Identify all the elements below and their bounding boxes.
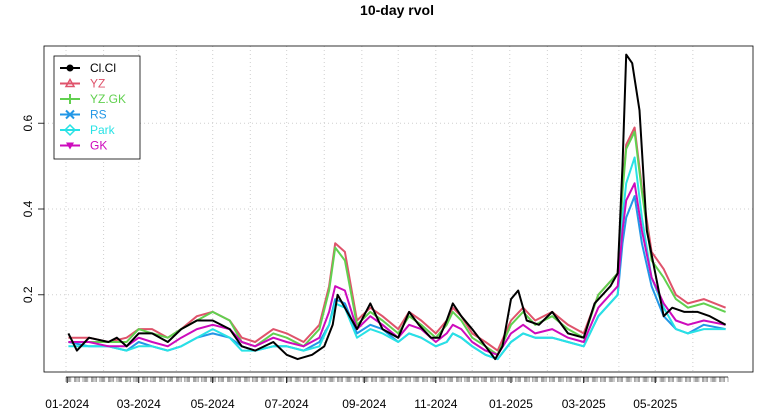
legend-marker-rs (65, 109, 75, 120)
legend-label-gk: GK (90, 139, 107, 153)
x-tick-label: 05-2025 (633, 397, 677, 410)
legend-marker-yz (64, 77, 76, 88)
legend-label-rs: RS (90, 108, 107, 122)
legend-marker-cl-cl (66, 64, 74, 72)
legend-marker-yz-gk (65, 94, 75, 104)
legend-marker-park (63, 123, 77, 137)
legend-label-yz-gk: YZ.GK (90, 92, 126, 106)
series-line-cl-cl (67, 53, 727, 361)
legend-label-yz: YZ (90, 77, 105, 91)
y-axis: 0.2 0.4 0.6 (21, 115, 44, 303)
legend-marker-gk (66, 142, 74, 150)
series-line-park (68, 156, 726, 361)
x-tick-label: 01-2025 (489, 397, 533, 410)
x-axis: 01-2024 03-2024 05-2024 07-2024 09-2024 11-20… (45, 376, 729, 410)
series-layer (67, 53, 727, 361)
x-tick-label: 11-2024 (414, 397, 457, 410)
x-tick-label: 09-2024 (342, 397, 386, 410)
y-tick-label: 0.6 (21, 115, 35, 132)
series-line-gk (68, 182, 726, 356)
legend-label-cl-cl: Cl.Cl (90, 61, 116, 75)
legend-label-park: Park (90, 123, 116, 137)
series-line-yz-gk (68, 130, 726, 356)
legend-box (53, 55, 141, 160)
x-tick-label: 01-2024 (45, 397, 89, 410)
x-tick-label: 03-2024 (117, 397, 161, 410)
chart-title: 10-day rvol (360, 2, 434, 18)
x-tick-label: 03-2025 (562, 397, 606, 410)
x-tick-label: 05-2024 (191, 397, 235, 410)
y-tick-label: 0.4 (21, 200, 35, 217)
y-tick-label: 0.2 (21, 286, 35, 303)
x-tick-label: 07-2024 (265, 397, 309, 410)
